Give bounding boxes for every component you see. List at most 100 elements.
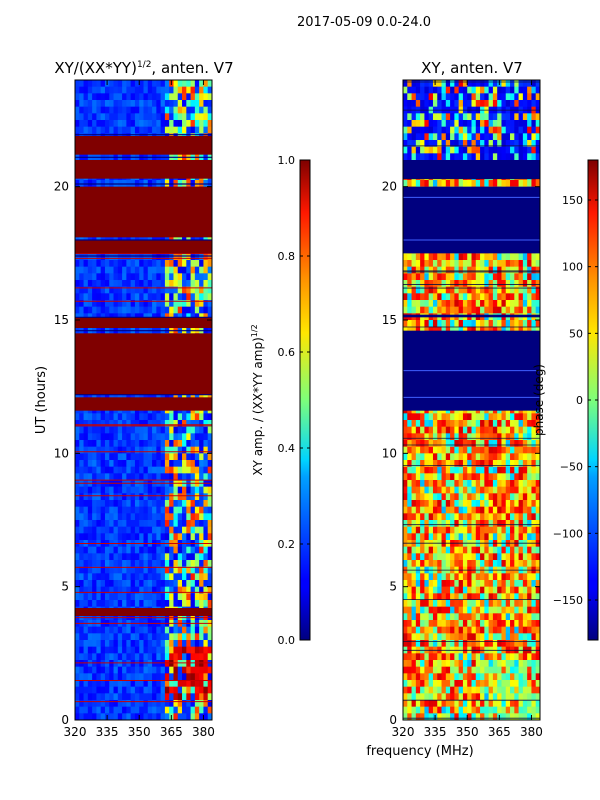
amp-heatmap-cell: [147, 693, 153, 701]
phase-heatmap-cell: [450, 100, 455, 107]
amp-heatmap-cell: [122, 526, 127, 534]
amp-heatmap-cell: [152, 266, 157, 274]
amp-heatmap-cell: [134, 566, 140, 574]
phase-heatmap-cell: [480, 300, 485, 307]
phase-heatmap-cell: [501, 433, 507, 441]
amp-heatmap-cell: [199, 486, 204, 494]
phase-heatmap-cell: [407, 266, 412, 274]
amp-heatmap-cell: [126, 413, 131, 421]
phase-heatmap-cell: [411, 326, 417, 334]
amp-heatmap-cell: [194, 533, 200, 541]
phase-heatmap-cell: [437, 260, 442, 267]
phase-heatmap-cell: [403, 426, 408, 434]
amp-heatmap-cell: [122, 80, 127, 87]
phase-heatmap-cell: [454, 113, 459, 121]
amp-heatmap-cell: [117, 266, 123, 274]
amp-heatmap-cell: [164, 586, 170, 594]
amp-heatmap-cell: [75, 680, 80, 687]
amp-heatmap-cell: [143, 513, 149, 521]
amp-heatmap-cell: [104, 580, 110, 587]
amp-heatmap-cell: [147, 686, 153, 694]
amp-heatmap-cell: [182, 566, 187, 574]
amp-heatmap-cell: [126, 120, 131, 127]
phase-heatmap-cell: [531, 273, 537, 281]
amp-heatmap-cell: [100, 473, 106, 481]
amp-heatmap-cell: [96, 120, 101, 127]
phase-heatmap-cell: [454, 253, 459, 261]
amp-heatmap-cell: [190, 93, 196, 101]
phase-heatmap: [403, 80, 540, 720]
amp-heatmap-cell: [173, 446, 179, 454]
amp-heatmap-cell: [139, 273, 144, 281]
phase-heatmap-cell: [488, 326, 494, 334]
amp-heatmap-cell: [96, 440, 101, 447]
amp-heatmap-cell: [147, 586, 153, 594]
amp-heatmap-cell: [186, 486, 191, 494]
phase-heatmap-cell: [484, 266, 489, 274]
phase-heatmap-cell: [428, 320, 434, 327]
phase-heatmap-cell: [501, 426, 507, 434]
amp-heatmap-cell: [113, 586, 119, 594]
phase-heatmap-cell: [497, 86, 502, 94]
amp-colorbar: [299, 159, 311, 641]
phase-heatmap-cell: [501, 440, 507, 447]
phase-heatmap-cell: [403, 146, 408, 154]
phase-heatmap-cell: [432, 86, 438, 94]
phase-heatmap-cell: [441, 113, 447, 121]
amp-heatmap-cell: [126, 706, 131, 714]
amp-heatmap-cell: [139, 266, 144, 274]
amp-heatmap-cell: [100, 126, 106, 134]
phase-heatmap-cell: [432, 260, 438, 267]
amp-heatmap-cell: [75, 113, 80, 121]
phase-heatmap-cell: [522, 113, 528, 121]
phase-heatmap-cell: [454, 93, 459, 101]
amp-heatmap-cell: [117, 520, 123, 527]
amp-heatmap-cell: [113, 306, 119, 314]
amp-heatmap-cell: [79, 113, 84, 121]
amp-heatmap-cell: [83, 666, 89, 674]
amp-heatmap-cell: [134, 520, 140, 527]
amp-heatmap-cell: [194, 506, 200, 514]
phase-heatmap-cell: [458, 126, 464, 134]
amp-heatmap-cell: [126, 553, 131, 561]
phase-heatmap-cell: [480, 126, 485, 134]
amp-heatmap-cell: [156, 280, 161, 287]
phase-heatmap-cell: [407, 100, 412, 107]
amp-heatmap-cell: [109, 513, 114, 521]
amp-heatmap-cell: [75, 493, 80, 501]
amp-heatmap-cell: [92, 680, 97, 687]
phase-heatmap-cell: [527, 133, 532, 141]
amp-heatmap-cell: [113, 506, 119, 514]
phase-heatmap-cell: [432, 286, 438, 294]
amp-heatmap-cell: [117, 693, 123, 701]
phase-heatmap-cell: [450, 433, 455, 441]
amp-heatmap-cell: [79, 526, 84, 534]
phase-heatmap-cell: [432, 433, 438, 441]
amp-heatmap-cell: [203, 486, 209, 494]
amp-heatmap-cell: [139, 666, 144, 674]
amp-heatmap-cell: [182, 486, 187, 494]
amp-heatmap-cell: [194, 273, 200, 281]
amp-heatmap-cell: [203, 420, 209, 427]
amp-heatmap-cell: [164, 420, 170, 427]
phase-heatmap-cell: [450, 80, 455, 87]
amp-heatmap-cell: [152, 646, 157, 654]
amp-heatmap-cell: [190, 646, 196, 654]
phase-heatmap-cell: [484, 273, 489, 281]
phase-heatmap-cell: [432, 126, 438, 134]
phase-heatmap-cell: [450, 180, 455, 187]
amp-heatmap-cell: [139, 126, 144, 134]
phase-heatmap-cell: [462, 433, 468, 441]
amp-heatmap-cell: [75, 120, 80, 127]
phase-heatmap-cell: [535, 133, 540, 141]
phase-heatmap-cell: [428, 433, 434, 441]
amp-heatmap-cell: [75, 453, 80, 461]
phase-heatmap-cell: [488, 133, 494, 141]
amp-heatmap-cell: [173, 533, 179, 541]
amp-heatmap-cell: [173, 453, 179, 461]
amp-heatmap-cell: [186, 86, 191, 94]
phase-heatmap-cell: [428, 100, 434, 107]
amp-heatmap-cell: [156, 126, 161, 134]
phase-heatmap-cell: [471, 273, 477, 281]
amp-heatmap-cell: [100, 440, 106, 447]
